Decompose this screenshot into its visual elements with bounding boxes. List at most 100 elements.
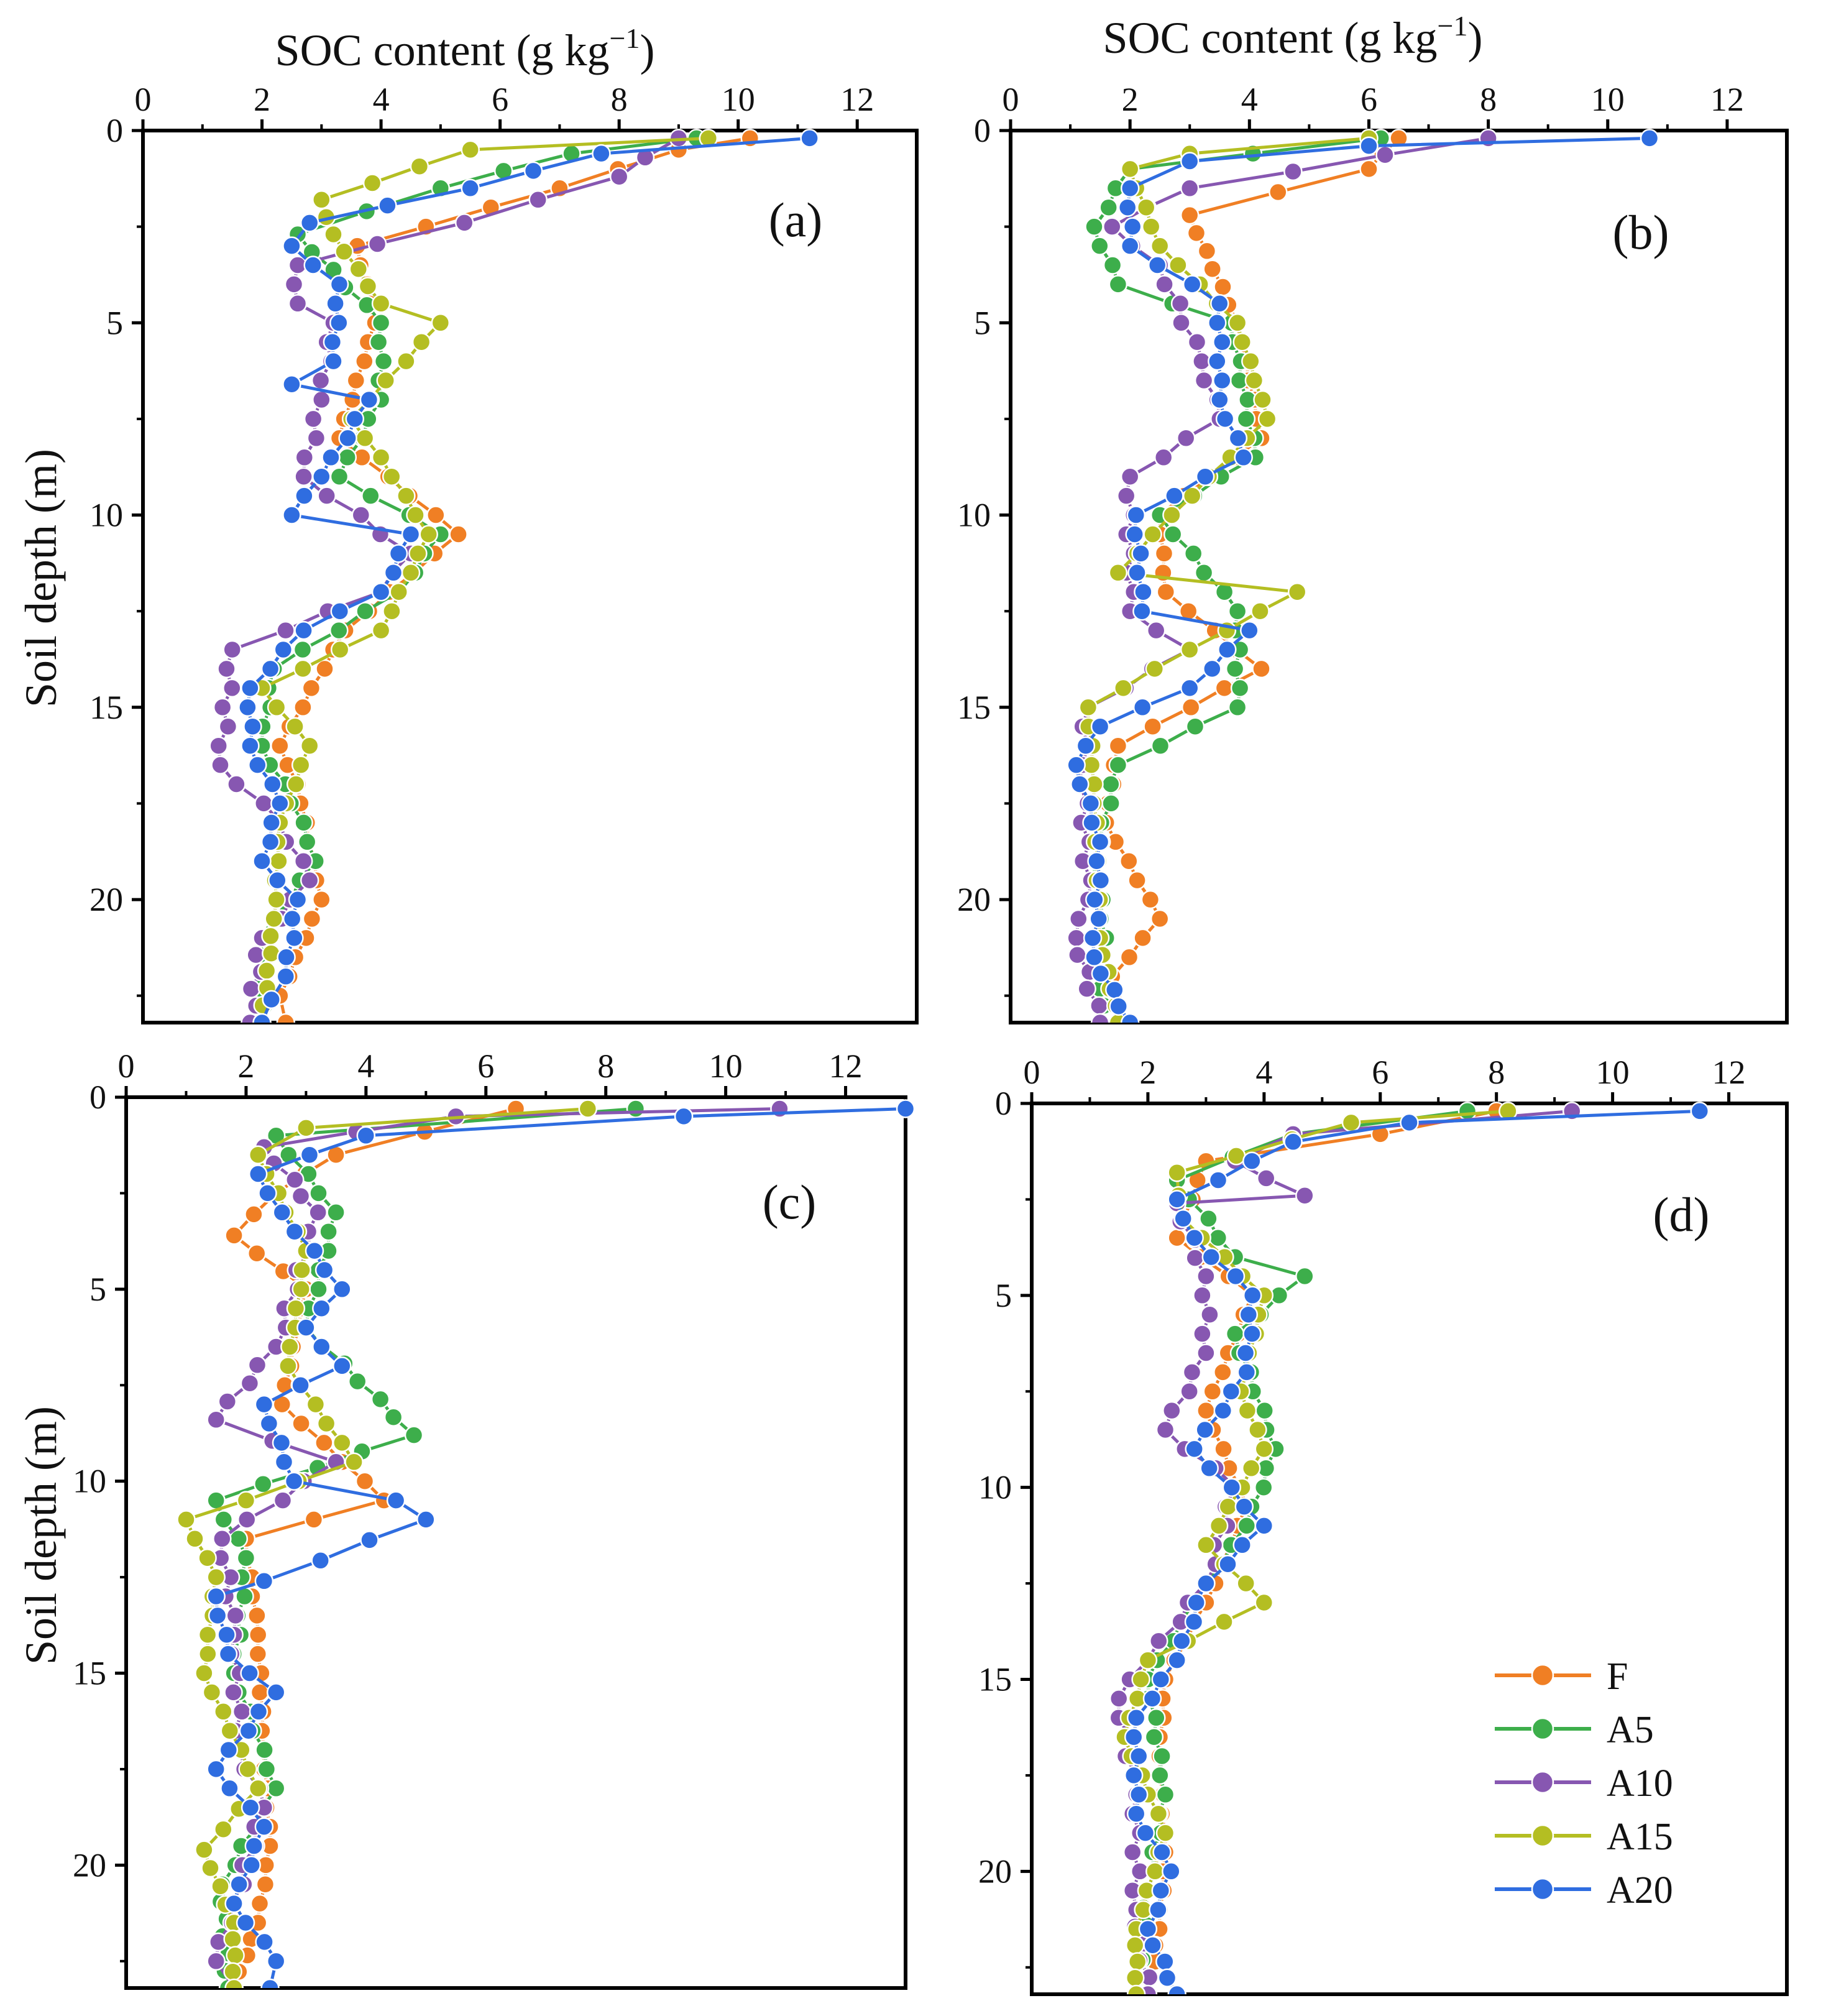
- y-tick-label: 10: [73, 1463, 106, 1500]
- data-point-A20: [1208, 313, 1227, 333]
- data-point-A15: [1150, 236, 1170, 255]
- data-point-A20: [305, 1241, 324, 1261]
- data-point-A10: [1187, 332, 1207, 352]
- data-point-A10: [1182, 1363, 1202, 1382]
- legend-label-A5: A5: [1607, 1709, 1654, 1751]
- data-point-A20: [252, 1013, 272, 1023]
- data-point-A20: [284, 1471, 304, 1491]
- series-A20: [206, 1099, 914, 1988]
- data-point-A20: [217, 1625, 236, 1644]
- data-point-A5: [1103, 255, 1122, 275]
- data-point-A20: [333, 1279, 352, 1299]
- legend-label-F: F: [1607, 1655, 1628, 1698]
- data-point-A20: [254, 1572, 274, 1591]
- data-point-F: [1156, 582, 1176, 602]
- data-point-A20: [1180, 152, 1200, 171]
- x-tick-label: 6: [477, 1047, 494, 1085]
- x-tick-label: 8: [597, 1047, 614, 1085]
- data-point-A20: [1195, 467, 1215, 486]
- data-point-A20: [360, 1530, 379, 1550]
- data-point-A20: [1186, 1593, 1206, 1613]
- data-point-A20: [282, 374, 301, 394]
- data-point-A20: [1127, 563, 1147, 582]
- data-point-A5: [255, 1740, 274, 1760]
- data-point-A20: [401, 525, 421, 544]
- data-point-F: [276, 1013, 296, 1023]
- data-point-A20: [248, 1164, 268, 1184]
- data-point-A15: [382, 601, 402, 621]
- panel-d: 0 2 4 6 8 10 12 0 5 10 15 20 (d): [978, 1054, 1789, 1996]
- data-point-A20: [272, 1433, 291, 1453]
- data-point-A20: [345, 409, 365, 429]
- data-point-A20: [1215, 409, 1235, 429]
- data-point-A20: [1138, 1919, 1158, 1939]
- data-point-A15: [195, 1664, 214, 1683]
- data-point-A15: [198, 1548, 217, 1568]
- data-point-A10: [1090, 1013, 1110, 1023]
- data-point-A15: [286, 1299, 306, 1318]
- y-tick-label: 20: [73, 1846, 106, 1884]
- data-point-A10: [1196, 1343, 1216, 1363]
- data-point-A20: [303, 255, 323, 275]
- x-tick-label: 2: [254, 81, 270, 118]
- data-point-A10: [209, 736, 228, 755]
- data-point-A20: [1185, 1439, 1204, 1459]
- data-point-A5: [404, 1425, 424, 1445]
- data-point-F: [291, 1414, 311, 1434]
- data-point-A5: [319, 1222, 338, 1241]
- data-point-A10: [303, 409, 323, 429]
- data-point-A20: [241, 736, 260, 755]
- data-point-A20: [1085, 947, 1104, 967]
- data-point-A20: [1359, 136, 1379, 155]
- data-point-A15: [201, 1858, 220, 1878]
- data-point-A10: [227, 775, 246, 794]
- data-point-A5: [1144, 1727, 1164, 1747]
- data-point-A20: [1132, 601, 1152, 621]
- data-point-A15: [214, 1820, 233, 1839]
- data-point-A5: [326, 1203, 346, 1222]
- x-tick-label: 10: [1591, 81, 1625, 118]
- data-point-A20: [1155, 1952, 1175, 1971]
- data-point-A15: [223, 1929, 242, 1949]
- data-point-A10: [1109, 1689, 1129, 1708]
- data-point-A5: [383, 1407, 403, 1427]
- data-point-A10: [254, 794, 273, 813]
- data-point-A15: [1143, 525, 1162, 544]
- data-point-A20: [238, 697, 257, 717]
- y-tick-label: 5: [995, 1277, 1012, 1314]
- data-point-A10: [1162, 1401, 1182, 1420]
- data-point-A15: [355, 428, 375, 448]
- data-point-A20: [276, 967, 296, 987]
- data-point-A15: [358, 277, 378, 296]
- data-point-A20: [220, 1779, 239, 1798]
- data-point-A20: [260, 832, 280, 852]
- data-point-A10: [273, 1491, 293, 1510]
- data-point-A15: [224, 1978, 244, 1988]
- data-point-A5: [626, 1099, 646, 1118]
- data-point-A10: [1193, 1324, 1212, 1343]
- data-point-A20: [252, 851, 272, 871]
- data-point-A15: [214, 1702, 233, 1721]
- data-point-A5: [347, 1371, 367, 1391]
- data-point-A15: [408, 544, 428, 563]
- data-point-A20: [330, 601, 350, 621]
- data-point-A20: [254, 1817, 274, 1836]
- data-point-A5: [1230, 678, 1250, 698]
- data-point-A10: [226, 1606, 246, 1626]
- data-point-A20: [1136, 1823, 1155, 1843]
- data-point-A10: [291, 1186, 311, 1206]
- data-point-A15: [292, 1260, 311, 1280]
- data-point-A15: [226, 1946, 245, 1965]
- data-point-A20: [1213, 371, 1232, 390]
- data-point-A20: [1283, 1132, 1303, 1152]
- data-point-F: [1197, 241, 1217, 261]
- data-point-A15: [306, 1394, 326, 1414]
- data-point-A20: [359, 390, 379, 410]
- data-point-A5: [1150, 736, 1170, 755]
- data-point-A10: [1185, 1248, 1205, 1268]
- data-point-A15: [1162, 505, 1182, 525]
- data-point-A15: [198, 1625, 218, 1644]
- data-point-A20: [1125, 525, 1144, 544]
- data-point-A15: [1180, 640, 1200, 660]
- data-point-A20: [295, 486, 314, 505]
